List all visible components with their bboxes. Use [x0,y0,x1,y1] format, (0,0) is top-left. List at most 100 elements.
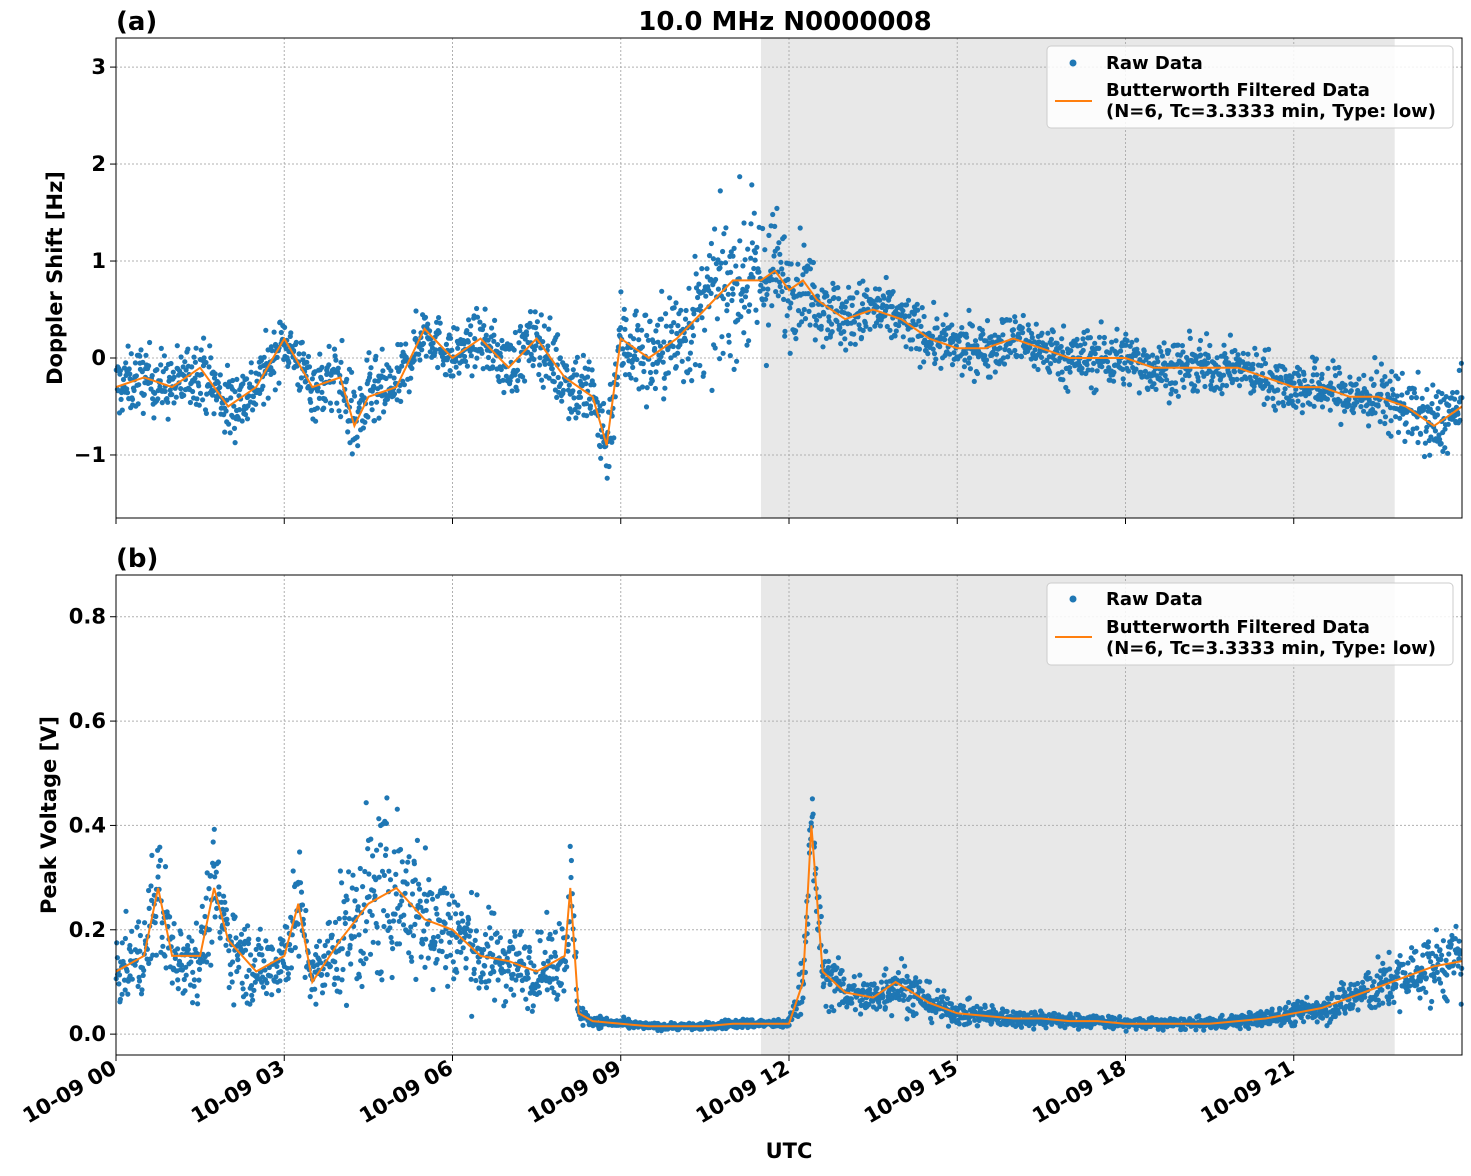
raw-data-point [125,969,130,974]
raw-data-point [778,260,783,265]
raw-data-point [1414,395,1419,400]
raw-data-point [134,925,139,930]
raw-data-point [233,914,238,919]
raw-data-point [196,383,201,388]
raw-data-point [416,882,421,887]
raw-data-point [1045,331,1050,336]
raw-data-point [1061,323,1066,328]
raw-data-point [376,416,381,421]
raw-data-point [1067,365,1072,370]
raw-data-point [552,379,557,384]
raw-data-point [712,226,717,231]
raw-data-point [674,364,679,369]
raw-data-point [878,323,883,328]
raw-data-point [286,971,291,976]
raw-data-point [1011,327,1016,332]
raw-data-point [1314,372,1319,377]
raw-data-point [1121,376,1126,381]
raw-data-point [927,979,932,984]
raw-data-point [524,332,529,337]
raw-data-point [653,386,658,391]
raw-data-point [930,334,935,339]
raw-data-point [525,1006,530,1011]
raw-data-point [1055,341,1060,346]
raw-data-point [169,392,174,397]
raw-data-point [788,351,793,356]
raw-data-point [570,388,575,393]
raw-data-point [1193,1027,1198,1032]
raw-data-point [388,368,393,373]
raw-data-point [728,353,733,358]
raw-data-point [319,376,324,381]
raw-data-point [1039,331,1044,336]
raw-data-point [1183,1027,1188,1032]
raw-data-point [400,859,405,864]
raw-data-point [395,807,400,812]
raw-data-point [777,252,782,257]
raw-data-point [343,910,348,915]
raw-data-point [549,937,554,942]
raw-data-point [439,939,444,944]
raw-data-point [465,364,470,369]
raw-data-point [785,277,790,282]
raw-data-point [622,327,627,332]
raw-data-point [567,383,572,388]
raw-data-point [573,415,578,420]
raw-data-point [134,373,139,378]
raw-data-point [411,329,416,334]
raw-data-point [1180,349,1185,354]
raw-data-point [808,322,813,327]
raw-data-point [314,944,319,949]
raw-data-point [523,997,528,1002]
raw-data-point [590,367,595,372]
raw-data-point [461,945,466,950]
raw-data-point [703,294,708,299]
raw-data-point [203,360,208,365]
raw-data-point [337,989,342,994]
raw-data-point [236,965,241,970]
raw-data-point [401,922,406,927]
raw-data-point [879,980,884,985]
raw-data-point [512,347,517,352]
raw-data-point [1361,409,1366,414]
raw-data-point [162,353,167,358]
raw-data-point [1079,366,1084,371]
raw-data-point [299,375,304,380]
raw-data-point [779,266,784,271]
raw-data-point [761,302,766,307]
raw-data-point [793,328,798,333]
raw-data-point [202,355,207,360]
raw-data-point [166,417,171,422]
raw-data-point [639,328,644,333]
raw-data-point [681,379,686,384]
raw-data-point [419,954,424,959]
raw-data-point [232,389,237,394]
raw-data-point [411,933,416,938]
raw-data-point [536,984,541,989]
raw-data-point [723,260,728,265]
raw-data-point [1192,383,1197,388]
raw-data-point [286,360,291,365]
raw-data-point [352,393,357,398]
raw-data-point [1168,391,1173,396]
raw-data-point [793,336,798,341]
raw-data-point [321,406,326,411]
raw-data-point [367,894,372,899]
raw-data-point [384,795,389,800]
raw-data-point [130,397,135,402]
raw-data-point [1219,391,1224,396]
raw-data-point [227,985,232,990]
raw-data-point [877,287,882,292]
raw-data-point [762,247,767,252]
raw-data-point [966,360,971,365]
raw-data-point [276,988,281,993]
raw-data-point [533,309,538,314]
raw-data-point [194,921,199,926]
raw-data-point [303,975,308,980]
raw-data-point [1173,389,1178,394]
raw-data-point [192,984,197,989]
raw-data-point [435,957,440,962]
raw-data-point [691,333,696,338]
raw-data-point [1197,347,1202,352]
raw-data-point [498,935,503,940]
